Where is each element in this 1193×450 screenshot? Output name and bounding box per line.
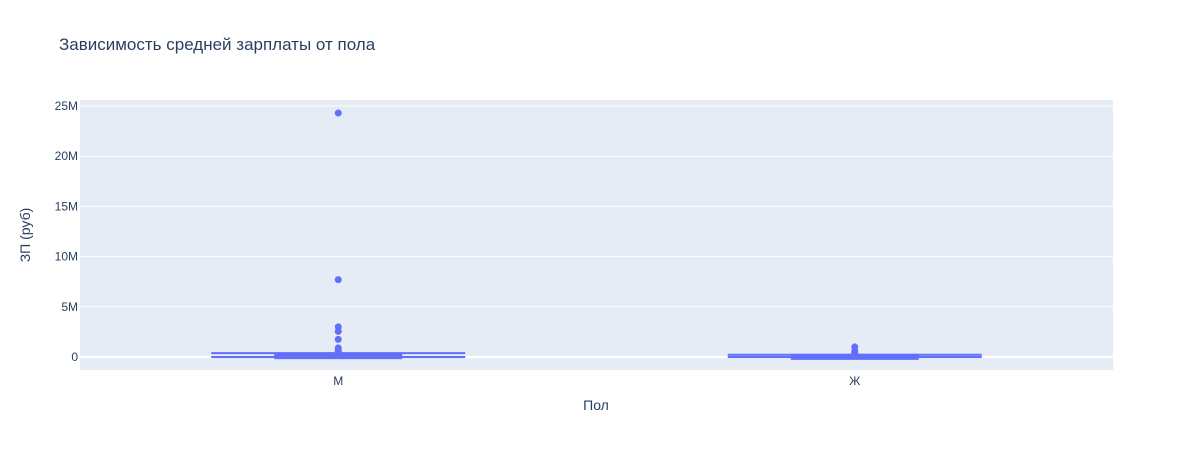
x-tick-label: М — [333, 374, 343, 388]
box-female — [727, 343, 982, 360]
outlier-point — [851, 350, 859, 358]
outlier-point — [334, 109, 342, 117]
chart-title: Зависимость средней зарплаты от пола — [59, 35, 376, 54]
outlier-point — [334, 327, 342, 335]
y-tick-label: 25M — [55, 99, 78, 113]
y-tick-label: 20M — [55, 149, 78, 163]
y-tick-label: 10M — [55, 250, 78, 264]
y-axis-title: ЗП (руб) — [17, 208, 33, 263]
x-axis-title: Пол — [583, 397, 609, 413]
box-male — [211, 109, 466, 360]
outlier-point — [334, 335, 342, 343]
y-tick-label: 15M — [55, 199, 78, 213]
x-tick-label: Ж — [849, 374, 860, 388]
y-axis-ticks: 0 5M 10M 15M 20M 25M — [55, 99, 79, 364]
outlier-point — [334, 349, 342, 357]
plot-area — [80, 100, 1113, 370]
outlier-point — [334, 276, 342, 284]
y-tick-label: 0 — [71, 350, 78, 364]
box-traces — [211, 109, 982, 360]
y-tick-label: 5M — [61, 300, 78, 314]
